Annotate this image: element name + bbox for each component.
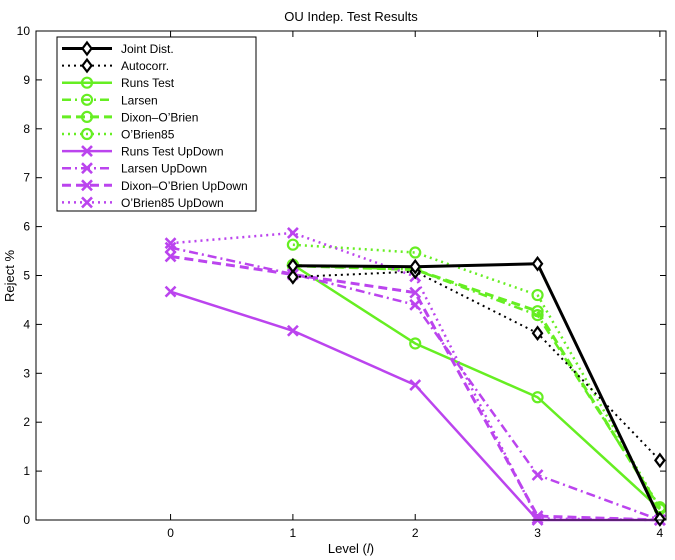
x-tick-label: 4 xyxy=(657,526,664,540)
legend-item: Joint Dist. xyxy=(62,40,174,57)
y-tick-label: 7 xyxy=(23,171,30,185)
y-axis-label: Reject % xyxy=(2,250,17,302)
legend-label: Dixon–O’Brien UpDown xyxy=(121,179,248,193)
legend-item: Autocorr. xyxy=(62,57,169,74)
series-1 xyxy=(287,263,666,469)
data-point xyxy=(409,258,422,275)
x-tick-label: 2 xyxy=(412,526,419,540)
data-point xyxy=(286,227,299,239)
x-axis-label-suffix: ) xyxy=(370,541,374,556)
legend-item: Dixon–O’Brien UpDown xyxy=(62,179,248,193)
y-tick-label: 5 xyxy=(23,269,30,283)
data-point xyxy=(164,250,177,263)
legend-marker xyxy=(81,57,93,74)
legend-label: Dixon–O’Brien xyxy=(121,110,198,124)
plot-frame xyxy=(35,30,667,521)
legend-label: Joint Dist. xyxy=(121,42,174,56)
legend-item: Larsen UpDown xyxy=(62,162,207,176)
data-point xyxy=(531,305,544,318)
data-point xyxy=(409,246,422,259)
data-point xyxy=(286,238,299,251)
data-point xyxy=(531,512,544,525)
legend-item: Runs Test UpDown xyxy=(62,145,224,159)
series-line xyxy=(292,270,661,462)
data-point xyxy=(531,325,544,342)
legend-label: Runs Test xyxy=(121,76,175,90)
data-point xyxy=(164,285,177,298)
legend-label: O’Brien85 xyxy=(121,128,175,142)
legend-item: O’Brien85 xyxy=(62,128,175,142)
series-line xyxy=(292,262,662,520)
data-point xyxy=(409,286,422,299)
legend-marker xyxy=(80,127,94,141)
legend-marker xyxy=(81,40,93,57)
data-point xyxy=(531,309,544,322)
legend-label: Autocorr. xyxy=(121,59,169,73)
legend-item: Larsen xyxy=(62,93,158,107)
y-tick-label: 4 xyxy=(23,317,30,331)
data-point xyxy=(531,255,544,272)
data-point xyxy=(287,257,299,274)
data-point xyxy=(409,379,422,391)
x-tick-label: 1 xyxy=(290,526,297,540)
data-point xyxy=(531,391,544,404)
y-tick-label: 10 xyxy=(17,24,31,38)
data-point xyxy=(164,241,177,254)
x-tick-label: 0 xyxy=(167,526,174,540)
legend-label: O’Brien85 UpDown xyxy=(121,196,224,210)
x-tick-label: 3 xyxy=(534,526,541,540)
legend-marker xyxy=(81,196,93,209)
legend-marker xyxy=(80,93,94,106)
data-point xyxy=(531,469,544,481)
series-0 xyxy=(287,255,666,527)
data-point xyxy=(654,511,666,527)
y-tick-label: 2 xyxy=(23,415,30,429)
data-point xyxy=(287,269,299,285)
legend-item: Dixon–O’Brien xyxy=(62,110,198,124)
legend-marker xyxy=(81,145,93,158)
legend-label: Runs Test UpDown xyxy=(121,145,224,159)
chart-title: OU Indep. Test Results xyxy=(284,9,418,24)
data-point xyxy=(286,324,299,337)
legend-label: Larsen xyxy=(121,93,158,107)
legend-marker xyxy=(81,162,93,175)
legend-marker xyxy=(80,76,94,89)
y-tick-label: 1 xyxy=(23,464,30,478)
data-point xyxy=(409,337,422,350)
y-tick-label: 9 xyxy=(23,73,30,87)
legend-marker xyxy=(81,179,93,192)
x-axis-label-variable: l xyxy=(367,541,371,556)
y-tick-label: 6 xyxy=(23,220,30,234)
y-tick-label: 0 xyxy=(23,513,30,527)
data-point xyxy=(164,237,177,250)
legend-label: Larsen UpDown xyxy=(121,162,207,176)
tick-labels: 0 1 2 3 4 0 1 2 3 4 5 6 7 8 9 10 xyxy=(17,24,664,540)
y-tick-label: 3 xyxy=(23,366,30,380)
series-line xyxy=(292,243,661,509)
x-axis-label-prefix: Level ( xyxy=(328,541,368,556)
legend-item: Runs Test xyxy=(62,76,175,90)
x-axis-label: Level (l) xyxy=(328,541,374,556)
series-line xyxy=(292,263,661,511)
data-point xyxy=(531,288,544,302)
y-tick-label: 8 xyxy=(23,122,30,136)
legend-marker xyxy=(80,110,94,124)
legend-item: O’Brien85 UpDown xyxy=(62,196,224,210)
legend: Joint Dist. Autocorr. Runs Test Larsen Dixon… xyxy=(56,36,257,212)
data-point xyxy=(654,452,666,469)
